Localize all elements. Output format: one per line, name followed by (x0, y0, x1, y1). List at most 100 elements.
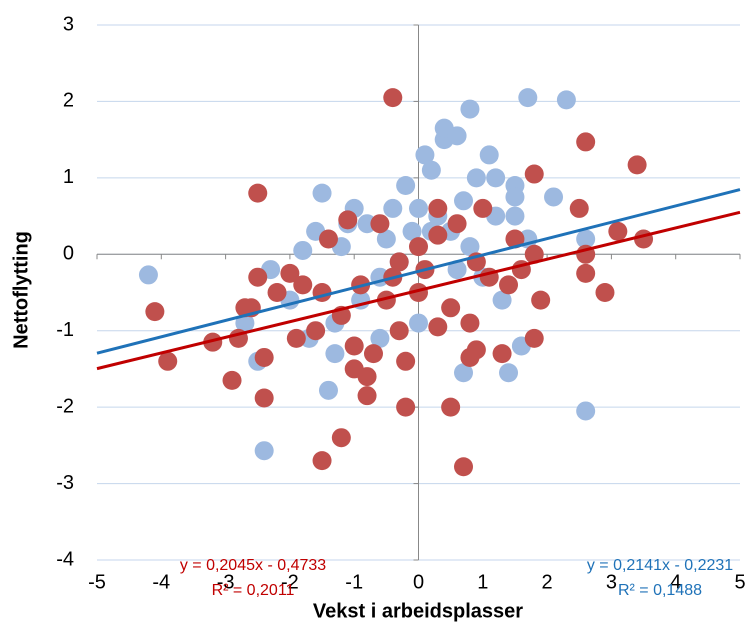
point (608, 221, 628, 241)
trendline-r2: R² = 0,2011 (212, 582, 295, 599)
point (331, 428, 351, 448)
point (454, 191, 474, 211)
point (396, 351, 416, 371)
point (402, 221, 422, 241)
point (576, 229, 596, 249)
point (460, 237, 480, 257)
point (441, 397, 461, 417)
point (454, 363, 474, 383)
point (312, 283, 332, 302)
point (409, 313, 428, 333)
x-tick-label: -4 (152, 571, 170, 593)
point (344, 336, 364, 356)
point (293, 275, 313, 295)
point (499, 363, 519, 383)
point (409, 198, 428, 218)
point (421, 160, 441, 180)
point (576, 263, 596, 283)
point (389, 321, 409, 341)
trendline-equation: y = 0,2141x - 0,2231 (587, 557, 733, 574)
x-tick-label: 1 (477, 571, 488, 593)
point (312, 183, 332, 203)
point (569, 198, 589, 218)
point (466, 168, 486, 188)
point (286, 328, 306, 348)
point (460, 99, 480, 119)
point (325, 344, 345, 364)
point (460, 313, 480, 333)
point (556, 90, 576, 110)
point (248, 183, 268, 203)
point (145, 302, 165, 322)
point (524, 164, 544, 184)
point (396, 397, 416, 417)
x-tick-label: -3 (217, 571, 235, 593)
x-tick-label: 0 (413, 571, 424, 593)
point (447, 214, 467, 234)
x-axis-title: Vekst i arbeidsplasser (313, 600, 523, 622)
trendline (96, 210, 741, 371)
point (293, 240, 313, 260)
y-tick-label: -2 (56, 395, 74, 417)
point (389, 252, 409, 272)
y-tick-label: 3 (63, 13, 74, 35)
point (280, 263, 300, 283)
y-axis-title: Nettoflytting (10, 231, 32, 349)
x-tick-label: 3 (606, 571, 617, 593)
point (595, 283, 615, 302)
x-tick-label: -5 (88, 571, 106, 593)
y-tick-label: 2 (63, 90, 74, 112)
y-tick-label: -4 (56, 548, 74, 570)
point (544, 187, 564, 207)
y-tick-label: -3 (56, 472, 74, 494)
point (376, 229, 396, 249)
point (492, 290, 512, 310)
trendline-equation: y = 0,2045x - 0,4733 (180, 557, 326, 574)
point (344, 359, 364, 379)
x-tick-label: -2 (281, 571, 299, 593)
point (473, 198, 493, 218)
point (499, 275, 519, 295)
point (486, 168, 506, 188)
point (222, 370, 242, 390)
point (447, 260, 467, 280)
point (235, 313, 255, 333)
point (576, 401, 596, 421)
y-tick-label: -1 (56, 319, 74, 341)
point (492, 344, 512, 364)
x-tick-label: 2 (542, 571, 553, 593)
point (415, 145, 435, 165)
point (383, 88, 403, 108)
point (267, 283, 287, 302)
point (306, 321, 326, 341)
point (524, 244, 544, 264)
point (454, 457, 474, 477)
point (505, 206, 525, 226)
point (158, 351, 178, 371)
x-tick-label: 4 (670, 571, 681, 593)
point (370, 214, 390, 234)
point (441, 298, 461, 318)
point (376, 290, 396, 310)
point (318, 380, 338, 400)
point (370, 328, 390, 348)
trendline (96, 188, 741, 355)
point (318, 229, 338, 249)
point (531, 290, 551, 310)
point (524, 328, 544, 348)
point (254, 441, 274, 461)
point (254, 388, 274, 408)
point (248, 267, 268, 287)
point (203, 332, 223, 352)
point (409, 237, 428, 257)
point (428, 198, 448, 218)
point (518, 88, 538, 108)
x-tick-label: -1 (345, 571, 363, 593)
x-tick-label: 5 (734, 571, 745, 593)
point (428, 317, 448, 337)
point (396, 176, 416, 195)
point (338, 210, 358, 230)
point (138, 265, 158, 285)
